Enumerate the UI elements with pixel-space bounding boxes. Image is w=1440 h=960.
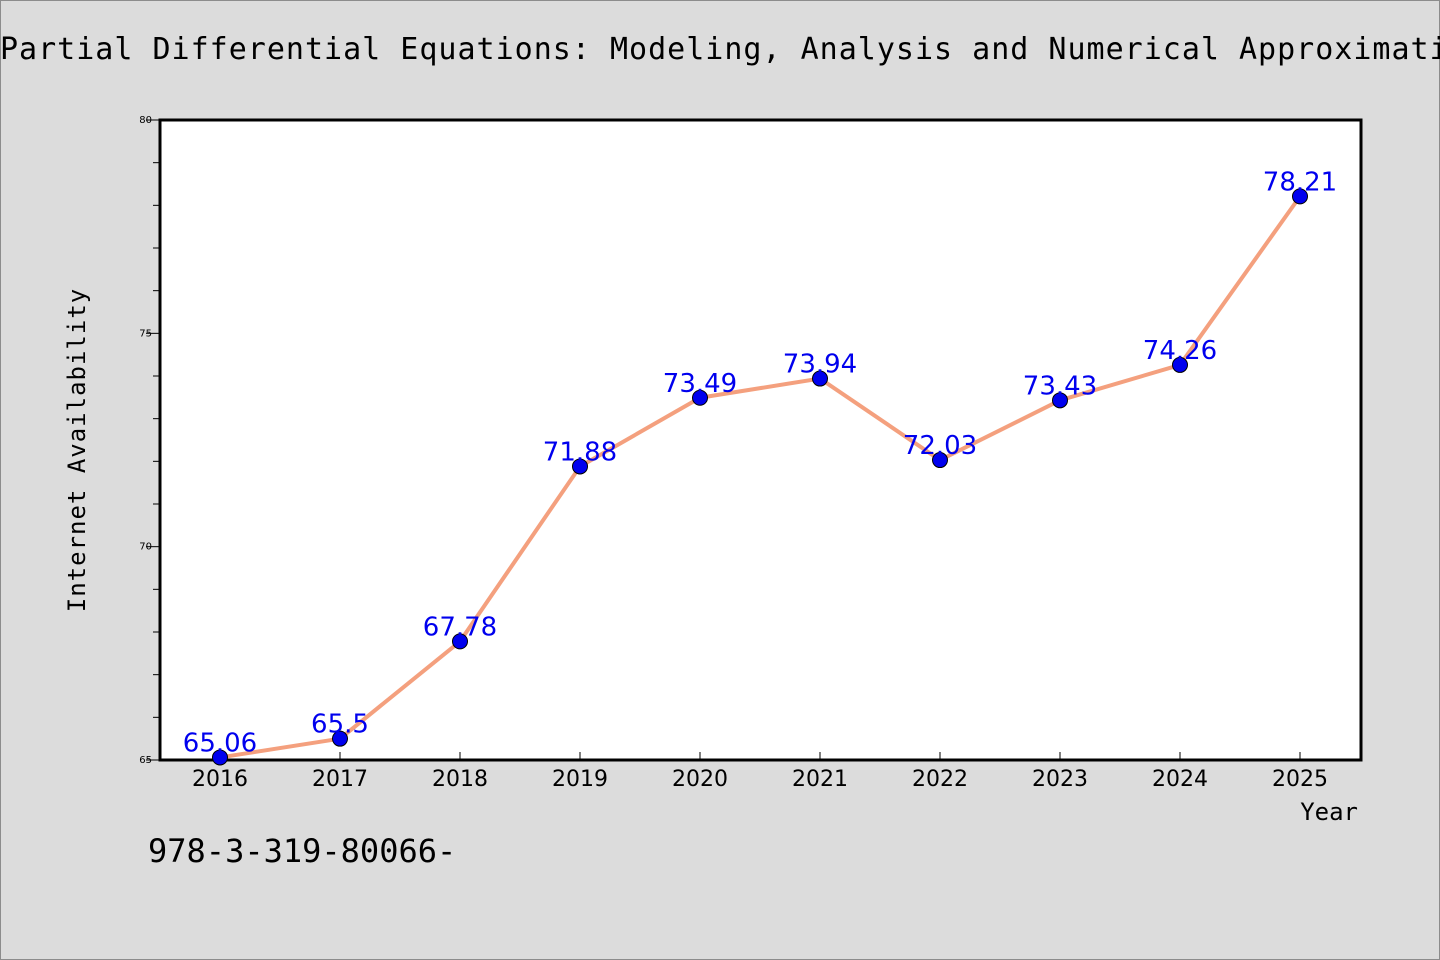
x-tick-label: 2018	[432, 767, 488, 792]
y-axis-label: Internet Availability	[63, 288, 91, 612]
x-tick-label: 2020	[672, 767, 728, 792]
data-point	[932, 452, 948, 469]
data-label: 73.49	[663, 369, 737, 399]
plot-area	[158, 118, 1363, 762]
x-tick-label: 2022	[912, 767, 968, 792]
data-point	[1052, 392, 1068, 409]
data-point	[332, 730, 348, 747]
data-label: 65.5	[311, 710, 369, 740]
x-tick-label: 2021	[792, 767, 848, 792]
y-tick-label: 75	[139, 328, 152, 339]
data-point	[452, 633, 468, 650]
x-tick-label: 2023	[1032, 767, 1088, 792]
data-label: 73.43	[1023, 371, 1097, 401]
x-tick-label: 2024	[1152, 767, 1208, 792]
data-point	[812, 370, 828, 387]
data-label: 67.78	[423, 612, 497, 642]
data-label: 74.26	[1143, 336, 1217, 366]
chart-title: Partial Differential Equations: Modeling…	[0, 32, 1440, 67]
data-label: 72.03	[903, 431, 977, 461]
data-point	[212, 749, 228, 766]
x-tick-label: 2025	[1272, 767, 1328, 792]
y-tick-label: 70	[139, 542, 152, 553]
x-tick-label: 2019	[552, 767, 608, 792]
data-point	[1292, 188, 1308, 205]
x-axis-label: Year	[1300, 798, 1358, 826]
y-tick-label: 65	[139, 755, 152, 766]
data-label: 78.21	[1263, 167, 1337, 197]
data-point	[692, 389, 708, 406]
data-point	[1172, 356, 1188, 373]
data-label: 71.88	[543, 437, 617, 467]
y-tick-label: 80	[139, 115, 152, 126]
data-label: 65.06	[183, 728, 257, 758]
data-label: 73.94	[783, 350, 857, 380]
x-tick-label: 2017	[312, 767, 368, 792]
data-point	[572, 458, 588, 475]
isbn-text: 978-3-319-80066-	[148, 832, 457, 870]
series-line	[219, 195, 1302, 760]
x-tick-label: 2016	[192, 767, 248, 792]
